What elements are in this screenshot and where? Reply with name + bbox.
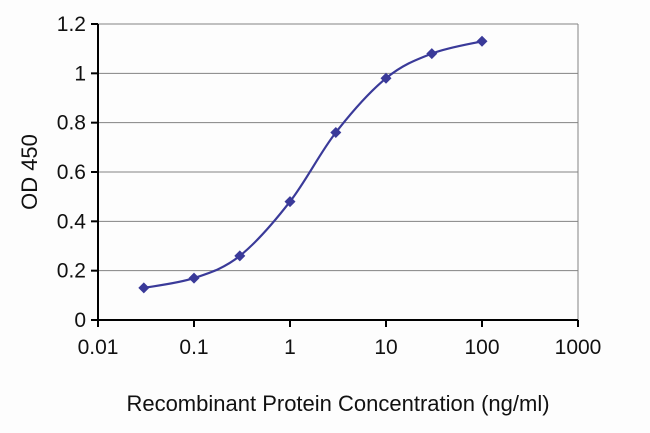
data-point-marker xyxy=(188,272,200,284)
y-tick-label: 0.8 xyxy=(57,112,86,135)
x-tick-label: 10 xyxy=(374,336,397,359)
data-point-marker xyxy=(138,282,150,294)
x-tick-label: 1000 xyxy=(555,336,602,359)
y-tick-label: 0.2 xyxy=(57,260,86,283)
data-point-marker xyxy=(476,35,488,47)
x-tick-label: 0.1 xyxy=(179,336,208,359)
series-line xyxy=(143,40,483,289)
y-tick-label: 1 xyxy=(74,62,86,85)
x-tick-label: 100 xyxy=(464,336,499,359)
y-tick-label: 0.4 xyxy=(57,210,87,233)
y-tick-label: 0.6 xyxy=(57,161,86,184)
data-point-marker xyxy=(426,48,438,60)
y-axis-title: OD 450 xyxy=(17,134,42,210)
data-point-marker xyxy=(330,127,342,139)
x-tick-label: 1 xyxy=(284,336,296,359)
y-tick-label: 0 xyxy=(74,309,86,332)
data-point-marker xyxy=(234,250,246,262)
data-point-marker xyxy=(380,72,392,84)
x-tick-label: 0.01 xyxy=(78,336,119,359)
data-point-marker xyxy=(284,196,296,208)
x-axis-title: Recombinant Protein Concentration (ng/ml… xyxy=(126,391,550,416)
y-tick-label: 1.2 xyxy=(57,13,86,36)
